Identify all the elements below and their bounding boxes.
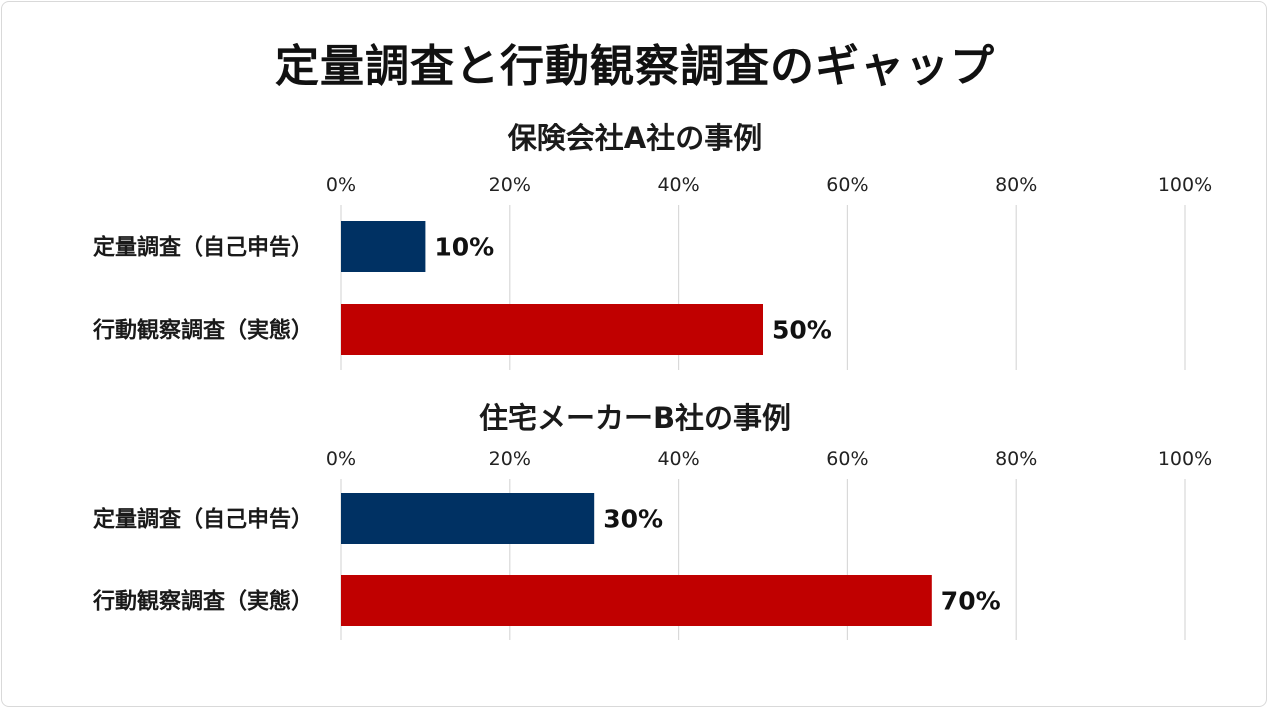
- x-tick-label: 60%: [826, 174, 868, 196]
- data-label: 70%: [941, 587, 1001, 616]
- category-label: 行動観察調査（実態）: [92, 318, 313, 344]
- chart-subtitle: 住宅メーカーB社の事例: [479, 401, 791, 435]
- x-tick-label: 100%: [1158, 448, 1212, 470]
- data-label: 50%: [772, 316, 832, 345]
- data-label: 30%: [603, 505, 663, 534]
- x-tick-label: 80%: [995, 174, 1037, 196]
- x-tick-label: 0%: [326, 448, 356, 470]
- data-label: 10%: [434, 233, 494, 262]
- chart-subtitle: 保険会社A社の事例: [507, 121, 762, 155]
- bar: [341, 304, 763, 355]
- x-tick-label: 20%: [489, 174, 531, 196]
- x-tick-label: 40%: [657, 174, 699, 196]
- x-tick-label: 80%: [995, 448, 1037, 470]
- x-tick-label: 100%: [1158, 174, 1212, 196]
- page-title: 定量調査と行動観察調査のギャップ: [275, 41, 995, 92]
- category-label: 定量調査（自己申告）: [93, 507, 313, 533]
- bar: [341, 493, 595, 544]
- category-label: 定量調査（自己申告）: [93, 235, 313, 261]
- x-tick-label: 60%: [826, 448, 868, 470]
- bar: [341, 221, 426, 272]
- x-tick-label: 40%: [657, 448, 699, 470]
- category-label: 行動観察調査（実態）: [92, 589, 313, 615]
- x-tick-label: 0%: [326, 174, 356, 196]
- bar: [341, 575, 932, 626]
- x-tick-label: 20%: [489, 448, 531, 470]
